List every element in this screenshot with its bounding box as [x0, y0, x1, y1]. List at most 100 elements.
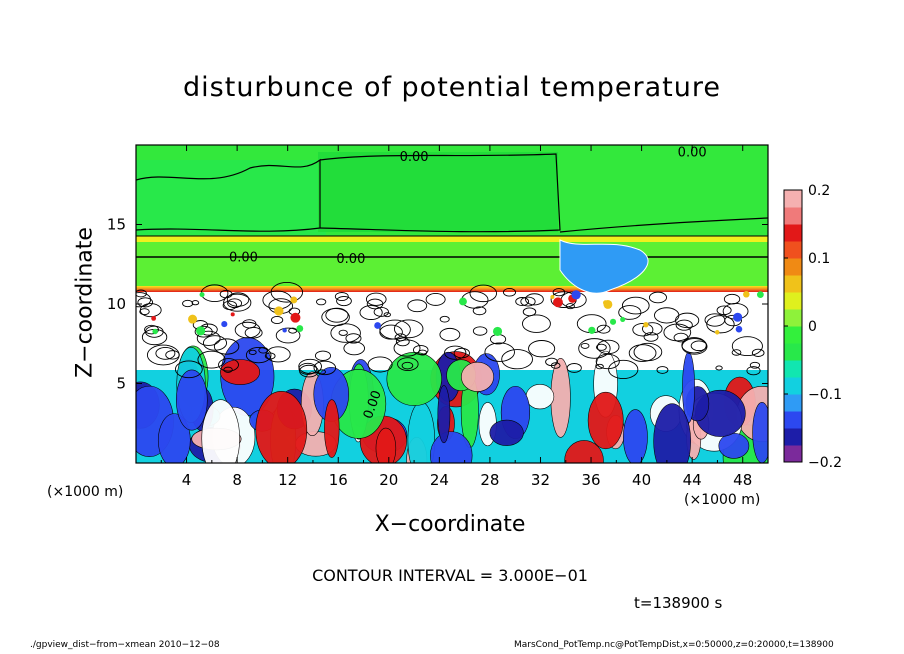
- turbulent-contour: [397, 357, 419, 371]
- turbulent-contour: [174, 360, 203, 379]
- colorbar-swatch: [784, 445, 802, 463]
- z-axis-ticks: 5 10 15: [107, 216, 768, 393]
- turbulent-contour: [197, 350, 226, 369]
- colorbar-swatch: [784, 428, 802, 446]
- colorbar-swatch: [784, 394, 802, 412]
- turbulent-contour: [336, 295, 352, 307]
- colorbar-swatch: [784, 275, 802, 293]
- contour-line-upper-right: [559, 217, 768, 233]
- turbulent-spot: [550, 294, 555, 299]
- colorbar-tick-label: 0.1: [808, 251, 830, 267]
- turbulent-contour: [681, 338, 708, 355]
- turbulent-spot: [743, 291, 750, 298]
- turbulent-spot: [571, 290, 581, 300]
- x-tick-label: 20: [379, 471, 398, 489]
- x-tick-label: 16: [329, 471, 348, 489]
- chart-title: disturbunce of potential temperature: [183, 72, 721, 103]
- convective-cells: [136, 337, 768, 463]
- turbulent-contour: [520, 296, 536, 307]
- x-tick-label: 24: [430, 471, 449, 489]
- turbulent-contour: [632, 322, 654, 337]
- turbulent-contour: [704, 313, 726, 327]
- turbulent-contour: [202, 335, 228, 351]
- turbulent-spot: [274, 306, 284, 316]
- turbulent-contour: [227, 298, 243, 309]
- turbulent-contour: [407, 299, 428, 313]
- turbulent-contour: [223, 366, 233, 373]
- turbulent-contour: [248, 349, 257, 356]
- turbulent-contour: [245, 346, 272, 364]
- turbulent-contour: [345, 333, 362, 344]
- turbulent-contour: [137, 297, 154, 308]
- yellow-band: [136, 236, 768, 242]
- turbulent-contours: [136, 282, 765, 380]
- turbulent-contour: [628, 344, 657, 362]
- turbulent-contour: [316, 298, 327, 306]
- z-tick-label: 5: [116, 375, 126, 393]
- turbulent-contour: [484, 342, 515, 362]
- contour-label: 0.00: [336, 252, 365, 267]
- convective-cell: [718, 432, 750, 459]
- turbulent-contour: [663, 323, 692, 342]
- convective-cell: [175, 369, 208, 431]
- x-tick-label: 44: [683, 471, 702, 489]
- colorbar-tick-label: −0.2: [808, 455, 842, 471]
- convective-cell: [461, 361, 494, 392]
- x-axis-unit-left: (×1000 m): [47, 484, 124, 500]
- turbulent-contour: [270, 315, 284, 325]
- turbulent-contour: [383, 312, 391, 318]
- convective-cell: [653, 403, 691, 463]
- time-stamp: t=138900 s: [634, 594, 723, 612]
- red-band: [136, 286, 768, 292]
- turbulent-contour: [595, 363, 604, 370]
- turbulent-contour: [334, 292, 349, 302]
- turbulent-contour: [213, 338, 240, 355]
- turbulent-contour: [379, 319, 411, 340]
- turbulent-contour: [234, 321, 261, 339]
- turbulent-contour: [578, 338, 611, 359]
- x-tick-label: 4: [182, 471, 192, 489]
- turbulent-contour: [330, 323, 361, 343]
- turbulent-contour: [264, 352, 276, 360]
- convective-cell: [219, 359, 261, 385]
- upper-region-a: [136, 160, 326, 235]
- colorbar: [784, 190, 802, 463]
- turbulent-contour: [165, 350, 180, 360]
- contour-interval-note: CONTOUR INTERVAL = 3.000E−01: [312, 566, 588, 585]
- turbulent-contour: [643, 332, 659, 342]
- turbulent-contour: [642, 322, 663, 336]
- turbulent-contour: [182, 299, 194, 308]
- colorbar-swatch: [784, 377, 802, 395]
- x-axis-label: X−coordinate: [374, 512, 526, 537]
- convective-cell: [623, 409, 648, 463]
- colorbar-swatch: [784, 224, 802, 242]
- convective-cell: [157, 413, 191, 463]
- turbulent-spot: [151, 315, 157, 321]
- turbulent-contour: [298, 358, 322, 374]
- turbulent-contour: [522, 314, 551, 333]
- turbulent-contour: [144, 324, 159, 335]
- turbulent-contour: [394, 333, 407, 342]
- turbulent-contour: [367, 356, 393, 373]
- footer-left: ./gpview_dist−from−xmean 2010−12−08: [30, 640, 220, 650]
- turbulent-contour: [439, 315, 450, 323]
- turbulent-contour: [528, 340, 556, 358]
- turbulent-spot: [609, 318, 617, 325]
- turbulent-contour: [552, 288, 566, 297]
- contour-label: 0.00: [400, 150, 429, 165]
- turbulent-spot: [282, 328, 287, 333]
- turbulent-contour: [325, 307, 349, 323]
- contour-label: 0.00: [229, 250, 258, 265]
- turbulent-contour: [196, 330, 221, 346]
- turbulent-contour: [223, 293, 252, 312]
- convective-cell: [564, 440, 604, 463]
- z-tick-label: 15: [107, 216, 126, 234]
- turbulent-contour: [566, 363, 582, 373]
- turbulent-contour: [313, 360, 337, 376]
- x-tick-label: 28: [480, 471, 499, 489]
- turbulent-contour: [373, 307, 389, 317]
- turbulent-spot: [230, 312, 235, 317]
- colorbar-swatch: [784, 258, 802, 276]
- turbulent-spot: [188, 314, 198, 324]
- x-tick-label: 48: [733, 471, 752, 489]
